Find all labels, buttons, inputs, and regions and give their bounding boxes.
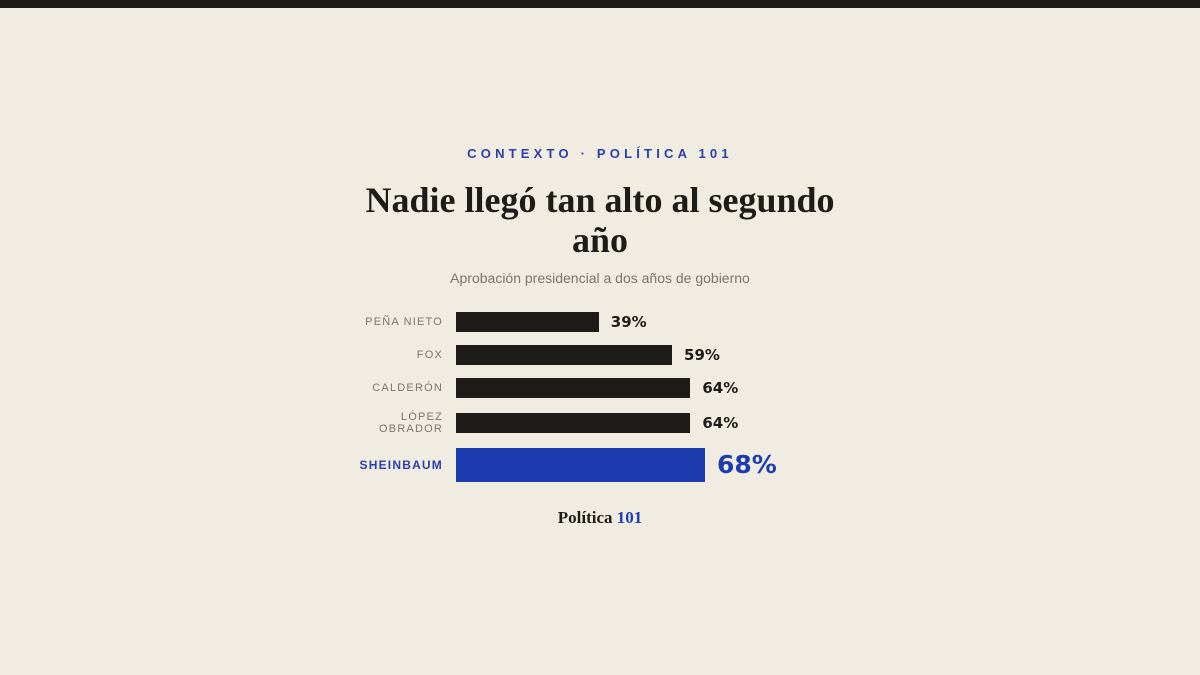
category-label-fox: FOX: [416, 349, 443, 361]
footer-brand: Política 101: [0, 508, 1200, 528]
top-bar: [0, 0, 1200, 8]
bar-calderon: [456, 378, 691, 398]
footer-brand-name: Política: [557, 508, 613, 527]
bar-sheinbaum: [456, 448, 705, 482]
chart-title: Nadie llegó tan alto al segundo año: [365, 180, 835, 260]
category-label-pena-nieto: PEÑA NIETO: [365, 316, 443, 328]
value-label-pena-nieto: 39%: [610, 313, 647, 331]
category-label-calderon: CALDERÓN: [372, 382, 443, 394]
category-label-sheinbaum: SHEINBAUM: [359, 458, 443, 472]
value-label-calderon: 64%: [702, 379, 739, 397]
value-label-sheinbaum: 68%: [717, 450, 777, 479]
category-label-lopez-obrador: LÓPEZ OBRADOR: [378, 411, 443, 435]
chart-subtitle: Aprobación presidencial a dos años de go…: [450, 270, 750, 286]
value-label-fox: 59%: [684, 346, 720, 364]
bar-fox: [456, 345, 673, 365]
bar-lopez-obrador: [456, 413, 691, 433]
value-label-lopez-obrador: 64%: [702, 414, 739, 432]
footer-brand-accent: 101: [616, 508, 643, 527]
bar-pena-nieto: [456, 312, 599, 332]
eyebrow: CONTEXTO · POLÍTICA 101: [467, 146, 733, 161]
